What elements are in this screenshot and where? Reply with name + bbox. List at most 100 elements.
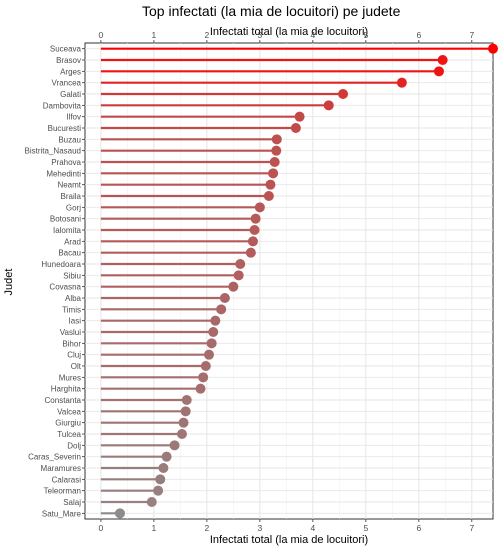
lollipop-point (178, 417, 189, 428)
y-tick-label: Buzau (58, 135, 81, 144)
y-tick-label: Olt (71, 362, 82, 371)
x-tick-label-top: 2 (205, 30, 210, 40)
lollipop-point (181, 395, 192, 405)
x-axis-title-bottom: Infectati total (la mia de locuitori) (210, 534, 368, 546)
y-tick-label: Dambovita (43, 101, 82, 110)
lollipop-point (294, 111, 305, 122)
y-tick-label: Tulcea (57, 430, 81, 439)
lollipop-point (338, 89, 349, 99)
y-tick-label: Vaslui (60, 328, 81, 337)
lollipop-point (210, 315, 221, 326)
lollipop-point (290, 123, 301, 133)
y-tick-label: Giurgiu (55, 419, 81, 428)
y-tick-label: Mures (59, 373, 81, 382)
x-tick-label-top: 3 (257, 30, 262, 40)
x-tick-label-bottom: 1 (152, 523, 157, 533)
x-tick-label-top: 7 (469, 30, 474, 40)
x-tick-label-bottom: 3 (257, 523, 262, 533)
lollipop-point (250, 213, 261, 224)
lollipop-point (269, 157, 280, 167)
y-tick-label: Covasna (49, 283, 81, 292)
lollipop-point (433, 66, 444, 77)
y-axis-title: Judet (3, 269, 15, 296)
y-tick-label: Bacau (58, 249, 81, 258)
lollipop-point (169, 440, 180, 451)
lollipop-point (247, 236, 258, 247)
x-tick-label-bottom: 6 (416, 523, 421, 533)
lollipop-point (195, 383, 206, 394)
x-axis-title-top: Infectati total (la mia de locuitori) (210, 26, 368, 38)
x-tick-label-top: 0 (99, 30, 104, 40)
y-tick-label: Calarasi (52, 475, 82, 484)
lollipop-point (265, 179, 276, 190)
y-tick-label: Arad (64, 237, 81, 246)
x-tick-label-top: 4 (310, 30, 315, 40)
lollipop-point (437, 55, 448, 65)
y-tick-label: Prahova (51, 158, 81, 167)
lollipop-point (271, 134, 282, 145)
lollipop-point (254, 202, 265, 213)
y-tick-label: Ilfov (66, 113, 81, 122)
lollipop-point (488, 43, 498, 54)
y-tick-label: Bihor (62, 339, 81, 348)
y-tick-label: Cluj (67, 351, 81, 360)
x-tick-label-bottom: 5 (363, 523, 368, 533)
lollipop-point (206, 338, 217, 349)
y-tick-label: Gorj (66, 203, 81, 212)
lollipop-point (219, 293, 230, 303)
y-tick-label: Constanta (45, 396, 82, 405)
y-tick-label: Vrancea (52, 79, 82, 88)
y-tick-label: Iasi (69, 317, 82, 326)
x-tick-label-bottom: 4 (310, 523, 315, 533)
y-tick-label: Braila (61, 192, 82, 201)
lollipop-point (114, 508, 125, 519)
y-tick-label: Maramures (41, 464, 81, 473)
y-tick-label: Galati (60, 90, 81, 99)
lollipop-point (249, 225, 260, 235)
y-tick-label: Teleorman (44, 487, 81, 496)
lollipop-point (208, 327, 219, 337)
y-tick-label: Caras_Severin (28, 453, 81, 462)
y-tick-label: Bucuresti (48, 124, 82, 133)
y-tick-label: Alba (65, 294, 82, 303)
lollipop-point (153, 485, 164, 496)
y-tick-label: Hunedoara (41, 260, 81, 269)
lollipop-point (203, 349, 214, 360)
x-tick-label-top: 1 (152, 30, 157, 40)
lollipop-point (228, 281, 239, 292)
x-tick-label-bottom: 2 (205, 523, 210, 533)
lollipop-point (271, 145, 282, 156)
lollipop-point (245, 247, 256, 258)
lollipop-point (396, 77, 407, 88)
chart-title: Top infectati (la mia de locuitori) pe j… (142, 3, 401, 19)
lollipop-point (146, 497, 157, 507)
y-tick-label: Arges (60, 67, 81, 76)
lollipop-point (198, 372, 209, 383)
lollipop-point (155, 474, 166, 485)
lollipop-point (233, 270, 244, 281)
lollipop-point (216, 304, 227, 315)
y-tick-label: Salaj (63, 498, 81, 507)
y-tick-label: Valcea (57, 407, 81, 416)
x-tick-label-top: 6 (416, 30, 421, 40)
y-tick-label: Harghita (51, 385, 82, 394)
lollipop-point (268, 168, 279, 179)
lollipop-point (161, 451, 172, 462)
y-tick-label: Mehedinti (46, 169, 81, 178)
lollipop-point (323, 100, 334, 111)
x-tick-label-top: 5 (363, 30, 368, 40)
y-tick-label: Dolj (67, 441, 81, 450)
y-tick-label: Ialomita (53, 226, 82, 235)
y-tick-label: Timis (62, 305, 81, 314)
lollipop-point (180, 406, 191, 417)
y-tick-label: Botosani (50, 215, 81, 224)
y-tick-label: Sibiu (63, 271, 81, 280)
y-tick-label: Suceava (50, 45, 82, 54)
x-tick-label-bottom: 7 (469, 523, 474, 533)
lollipop-point (200, 361, 211, 371)
lollipop-point (158, 463, 169, 473)
x-tick-label-bottom: 0 (99, 523, 104, 533)
y-tick-label: Satu_Mare (42, 509, 82, 518)
